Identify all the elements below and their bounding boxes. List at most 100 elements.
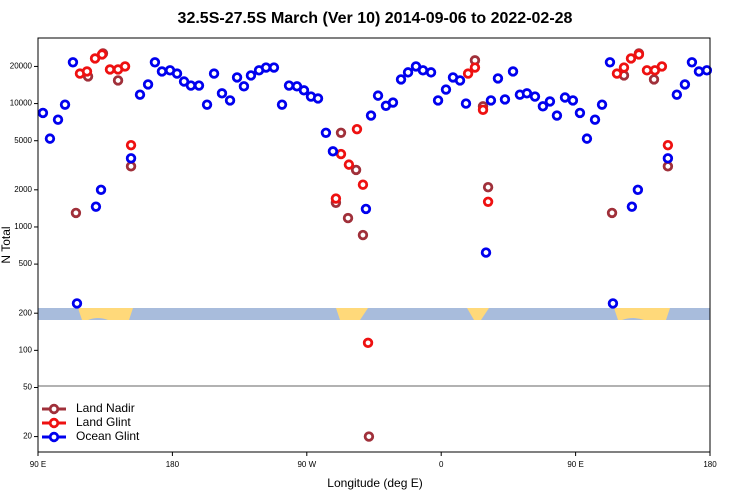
point xyxy=(574,107,586,119)
point xyxy=(71,298,83,309)
point xyxy=(662,161,674,172)
point xyxy=(312,93,324,104)
land-strip xyxy=(78,308,133,320)
chart-title: 32.5S-27.5S March (Ver 10) 2014-09-06 to… xyxy=(178,10,573,27)
point xyxy=(611,68,623,79)
point xyxy=(606,207,618,219)
point xyxy=(335,127,347,138)
point xyxy=(351,123,363,135)
point xyxy=(454,75,466,86)
point xyxy=(607,298,619,309)
x-axis-label: Longitude (deg E) xyxy=(327,476,422,490)
y-tick-label: 100 xyxy=(19,345,33,354)
y-axis-label: N Total xyxy=(0,226,13,263)
point xyxy=(482,182,494,193)
legend-item: Ocean Glint xyxy=(42,429,140,443)
point xyxy=(67,57,79,68)
point xyxy=(499,94,511,105)
point xyxy=(701,65,713,76)
point xyxy=(96,49,108,60)
point xyxy=(330,193,342,204)
point xyxy=(492,73,504,84)
x-tick-label: 180 xyxy=(166,460,180,469)
point xyxy=(231,72,243,83)
legend-marker xyxy=(48,403,60,415)
land-strip xyxy=(614,308,670,320)
point xyxy=(656,61,668,72)
x-tick-label: 90 W xyxy=(297,460,316,469)
plot-frame xyxy=(37,37,711,453)
point xyxy=(521,88,533,99)
ocean-strip xyxy=(38,308,710,320)
y-tick-label: 1000 xyxy=(14,222,32,231)
point xyxy=(544,96,556,107)
point xyxy=(37,107,49,119)
point xyxy=(372,90,384,101)
point xyxy=(125,161,137,172)
point xyxy=(485,95,497,106)
point xyxy=(625,53,637,64)
point xyxy=(201,99,213,110)
point xyxy=(417,65,429,76)
point xyxy=(119,61,131,72)
point xyxy=(193,80,205,91)
legend-label: Land Nadir xyxy=(76,401,135,415)
point xyxy=(125,139,137,151)
point xyxy=(95,184,107,196)
point xyxy=(59,99,71,110)
point xyxy=(171,68,183,79)
point xyxy=(52,114,64,125)
point xyxy=(618,62,630,73)
point xyxy=(462,68,474,79)
point xyxy=(662,153,674,164)
point xyxy=(395,74,407,85)
point xyxy=(224,95,236,106)
point xyxy=(283,80,295,91)
point xyxy=(480,247,492,258)
legend-label: Ocean Glint xyxy=(76,429,140,443)
point xyxy=(70,207,82,219)
point xyxy=(268,62,280,73)
y-tick-label: 500 xyxy=(19,259,33,268)
point xyxy=(298,85,310,96)
legend-marker xyxy=(48,417,60,429)
point xyxy=(185,80,197,91)
point xyxy=(604,57,616,68)
point xyxy=(469,62,481,73)
point xyxy=(260,62,272,73)
legend-label: Land Glint xyxy=(76,415,131,429)
y-tick-label: 20 xyxy=(23,432,32,441)
point xyxy=(633,49,645,60)
point xyxy=(641,65,653,76)
x-tick-label: 90 E xyxy=(567,460,583,469)
point xyxy=(440,84,452,95)
point xyxy=(104,64,116,75)
land-strip xyxy=(467,308,489,320)
point xyxy=(529,91,541,102)
point xyxy=(662,139,674,151)
point xyxy=(245,70,257,81)
point xyxy=(357,229,369,241)
point xyxy=(402,67,414,78)
y-tick-label: 2000 xyxy=(14,185,32,194)
point xyxy=(134,89,146,100)
y-tick-label: 20000 xyxy=(10,62,33,71)
point xyxy=(671,89,683,100)
land-strip xyxy=(336,308,368,320)
point xyxy=(81,66,93,77)
plot-area: 20 50 100 200 500 1000 2000 5000 10000 20000 90 E 1… xyxy=(10,48,717,469)
point xyxy=(387,97,399,108)
y-tick-label: 200 xyxy=(19,308,33,317)
point xyxy=(559,92,571,103)
point xyxy=(208,68,220,79)
point xyxy=(632,184,644,196)
point xyxy=(142,79,154,90)
point xyxy=(460,98,472,109)
point xyxy=(581,133,593,144)
point xyxy=(477,104,489,116)
x-tick-label: 90 E xyxy=(30,460,46,469)
point xyxy=(125,153,137,164)
point xyxy=(537,101,549,112)
point xyxy=(507,66,519,77)
